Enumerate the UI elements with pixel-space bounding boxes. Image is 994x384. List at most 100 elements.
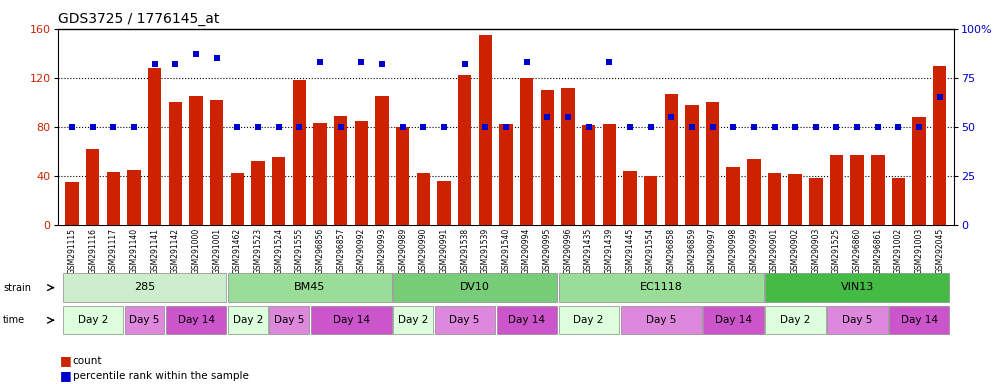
Point [684, 124, 700, 130]
Point [829, 124, 845, 130]
Bar [269, 306, 309, 334]
Text: Day 14: Day 14 [508, 314, 545, 324]
Bar [559, 273, 763, 302]
Bar [66, 182, 79, 225]
Point [540, 114, 556, 120]
Text: Day 14: Day 14 [715, 314, 751, 324]
Text: GSM291000: GSM291000 [192, 228, 201, 274]
Bar [434, 306, 495, 334]
Text: GSM291117: GSM291117 [109, 228, 118, 274]
Bar [520, 78, 534, 225]
Point [65, 124, 81, 130]
Text: GSM290997: GSM290997 [708, 228, 717, 274]
Text: GSM290994: GSM290994 [522, 228, 531, 274]
Text: GSM291523: GSM291523 [253, 228, 262, 274]
Bar [665, 94, 678, 225]
Text: strain: strain [3, 283, 31, 293]
Point [209, 55, 225, 61]
Bar [765, 306, 826, 334]
Text: GSM290903: GSM290903 [811, 228, 820, 274]
Bar [228, 306, 267, 334]
Point [84, 124, 100, 130]
Text: BM45: BM45 [294, 282, 325, 292]
Bar [458, 75, 471, 225]
Text: Day 2: Day 2 [574, 314, 603, 324]
Point [105, 124, 121, 130]
Text: GSM290999: GSM290999 [749, 228, 758, 274]
Bar [376, 96, 389, 225]
Bar [437, 180, 450, 225]
Bar [703, 306, 763, 334]
Bar [706, 102, 720, 225]
Bar [623, 171, 636, 225]
Point [726, 124, 742, 130]
Bar [251, 161, 264, 225]
Point [126, 124, 142, 130]
Text: Day 5: Day 5 [449, 314, 480, 324]
Bar [727, 167, 740, 225]
Bar [169, 102, 182, 225]
Text: GSM290993: GSM290993 [378, 228, 387, 274]
Bar [228, 273, 392, 302]
Bar [478, 35, 492, 225]
Bar [166, 306, 227, 334]
Text: ■: ■ [60, 369, 72, 382]
Bar [892, 178, 906, 225]
Bar [499, 124, 513, 225]
Text: ■: ■ [60, 354, 72, 367]
Text: GSM290996: GSM290996 [564, 228, 573, 274]
Text: GSM291142: GSM291142 [171, 228, 180, 274]
Point [787, 124, 803, 130]
Text: GSM291001: GSM291001 [213, 228, 222, 274]
Bar [292, 80, 306, 225]
Point [250, 124, 266, 130]
Bar [148, 68, 161, 225]
Text: Day 14: Day 14 [333, 314, 370, 324]
Text: GSM296859: GSM296859 [688, 228, 697, 274]
Text: GSM291525: GSM291525 [832, 228, 841, 274]
Point [642, 124, 658, 130]
Text: GSM296857: GSM296857 [336, 228, 345, 274]
Point [911, 124, 927, 130]
Bar [644, 176, 657, 225]
Bar [581, 126, 595, 225]
Text: GSM291435: GSM291435 [584, 228, 593, 274]
Bar [912, 117, 925, 225]
Point [147, 61, 163, 67]
Point [312, 59, 328, 65]
Text: DV10: DV10 [460, 282, 490, 292]
Point [870, 124, 886, 130]
Point [705, 124, 721, 130]
Text: GSM290992: GSM290992 [357, 228, 366, 274]
Point [188, 51, 204, 57]
Text: GSM290991: GSM290991 [439, 228, 448, 274]
Bar [125, 306, 164, 334]
Point [333, 124, 349, 130]
Point [891, 124, 907, 130]
Text: Day 2: Day 2 [398, 314, 428, 324]
Text: GSM290901: GSM290901 [770, 228, 779, 274]
Point [415, 124, 431, 130]
Bar [851, 155, 864, 225]
Bar [562, 88, 575, 225]
Bar [809, 178, 823, 225]
Text: GSM291540: GSM291540 [501, 228, 511, 274]
Bar [396, 127, 410, 225]
Bar [86, 149, 99, 225]
Point [167, 61, 183, 67]
Text: GSM291002: GSM291002 [894, 228, 903, 274]
Point [766, 124, 782, 130]
Bar [210, 100, 224, 225]
Bar [127, 170, 141, 225]
Text: Day 5: Day 5 [646, 314, 676, 324]
Bar [63, 273, 227, 302]
Bar [541, 90, 554, 225]
Text: Day 5: Day 5 [129, 314, 160, 324]
Bar [765, 273, 949, 302]
Bar [416, 173, 430, 225]
Bar [189, 96, 203, 225]
Text: GSM296858: GSM296858 [667, 228, 676, 274]
Point [291, 124, 307, 130]
Text: GSM291538: GSM291538 [460, 228, 469, 274]
Point [436, 124, 452, 130]
